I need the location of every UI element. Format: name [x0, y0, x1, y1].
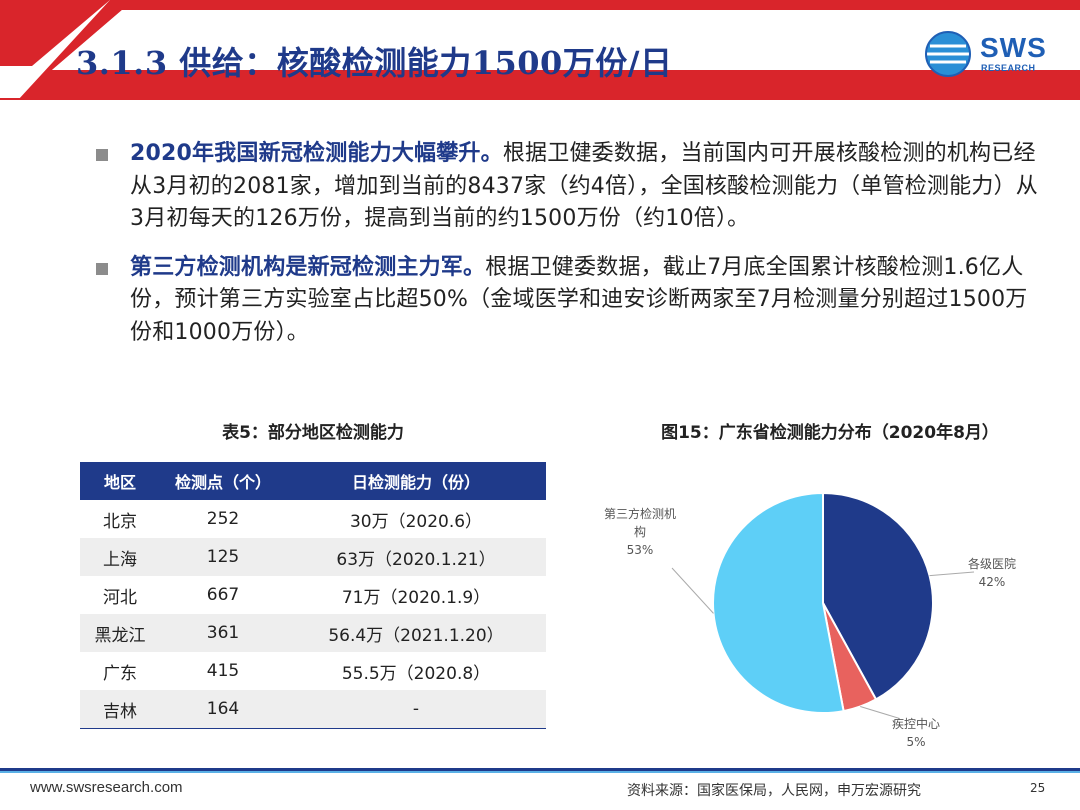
capacity-table: 地区 检测点（个） 日检测能力（份） 北京 252 30万（2020.6） 上海…: [80, 462, 546, 729]
table-header-row: 地区 检测点（个） 日检测能力（份）: [80, 462, 546, 500]
cell-sites: 164: [160, 690, 286, 729]
bullet-lead: 第三方检测机构是新冠检测主力军。: [130, 254, 486, 280]
cell-region: 吉林: [80, 690, 160, 729]
table-row: 广东 415 55.5万（2020.8）: [80, 652, 546, 690]
bullet-lead: 2020年我国新冠检测能力大幅攀升。: [130, 141, 503, 166]
header-banner: [0, 0, 1080, 100]
column-header-region: 地区: [80, 462, 160, 500]
pie-leader-line: [929, 571, 975, 577]
table-caption: 表5：部分地区检测能力: [222, 423, 404, 443]
pie-chart: 各级医院 42% 疾控中心 5% 第三方检测机构 53%: [604, 491, 1016, 749]
footer-source: 资料来源：国家医保局，人民网，申万宏源研究: [627, 783, 921, 799]
slide-header: 3.1.3 供给：核酸检测能力1500万份/日 SWS RESEARCH: [0, 0, 1080, 100]
table-row: 北京 252 30万（2020.6）: [80, 500, 546, 538]
page-number: 25: [1030, 781, 1046, 795]
table-row: 上海 125 63万（2020.1.21）: [80, 538, 546, 576]
footer-rule-accent: [0, 771, 1080, 773]
cell-region: 河北: [103, 587, 137, 608]
cell-capacity: 55.5万（2020.8）: [341, 663, 491, 684]
table-row: 黑龙江 361 56.4万（2021.1.20）: [80, 614, 546, 652]
cell-sites: 125: [160, 538, 286, 576]
bullet-body: 根据卫健委数据，截止7月底全国累计核酸检测1.6亿人份，预计第三方实验室占比超5…: [130, 254, 1028, 345]
table-row: 吉林 164 -: [80, 690, 546, 729]
page-title: 3.1.3 供给：核酸检测能力1500万份/日: [76, 44, 673, 82]
cell-region: 上海: [80, 538, 160, 576]
cell-sites: 667: [206, 585, 240, 605]
cell-capacity: 30万（2020.6）: [349, 511, 483, 532]
cell-capacity: 71万（2020.1.9）: [341, 587, 491, 608]
bullet-square-icon: [96, 149, 108, 161]
sws-globe-icon: [925, 31, 971, 77]
pie-slice-label: 各级医院 42%: [968, 556, 1016, 589]
bullet-item: 2020年我国新冠检测能力大幅攀升。根据卫健委数据，当前国内可开展核酸检测的机构…: [96, 138, 1046, 236]
pie-leader-line: [860, 706, 899, 719]
bullet-square-icon: [96, 262, 108, 275]
cell-sites: 252: [206, 509, 240, 529]
cell-region: 黑龙江: [80, 614, 160, 652]
cell-region: 北京: [103, 511, 137, 532]
cell-sites: 415: [206, 661, 240, 681]
chart-title: 图15：广东省检测能力分布（2020年8月）: [661, 423, 999, 443]
cell-region: 广东: [103, 663, 137, 684]
pie-slice-label: 疾控中心 5%: [892, 716, 940, 749]
logo-subtext: RESEARCH: [981, 63, 1036, 73]
sws-logo: SWS RESEARCH: [924, 30, 1064, 78]
pie-slice: [712, 491, 845, 714]
column-header-daily-capacity: 日检测能力（份）: [286, 462, 546, 500]
footer-rule: [0, 768, 1080, 771]
bullet-item: 第三方检测机构是新冠检测主力军。根据卫健委数据，截止7月底全国累计核酸检测1.6…: [96, 252, 1046, 350]
cell-capacity: -: [286, 690, 546, 729]
logo-text: SWS: [980, 32, 1047, 63]
footer-url[interactable]: www.swsresearch.com: [30, 779, 183, 796]
cell-capacity: 63万（2020.1.21）: [286, 538, 546, 576]
cell-sites: 361: [160, 614, 286, 652]
cell-capacity: 56.4万（2021.1.20）: [286, 614, 546, 652]
pie-slice-label: 第三方检测机构 53%: [604, 506, 676, 557]
pie-leader-line: [671, 567, 714, 614]
bullet-body: 根据卫健委数据，当前国内可开展核酸检测的机构已经从3月初的2081家，增加到当前…: [130, 141, 1038, 231]
column-header-sites: 检测点（个）: [160, 462, 286, 500]
bullet-list: 2020年我国新冠检测能力大幅攀升。根据卫健委数据，当前国内可开展核酸检测的机构…: [96, 138, 1046, 365]
table-row: 河北 667 71万（2020.1.9）: [80, 576, 546, 614]
